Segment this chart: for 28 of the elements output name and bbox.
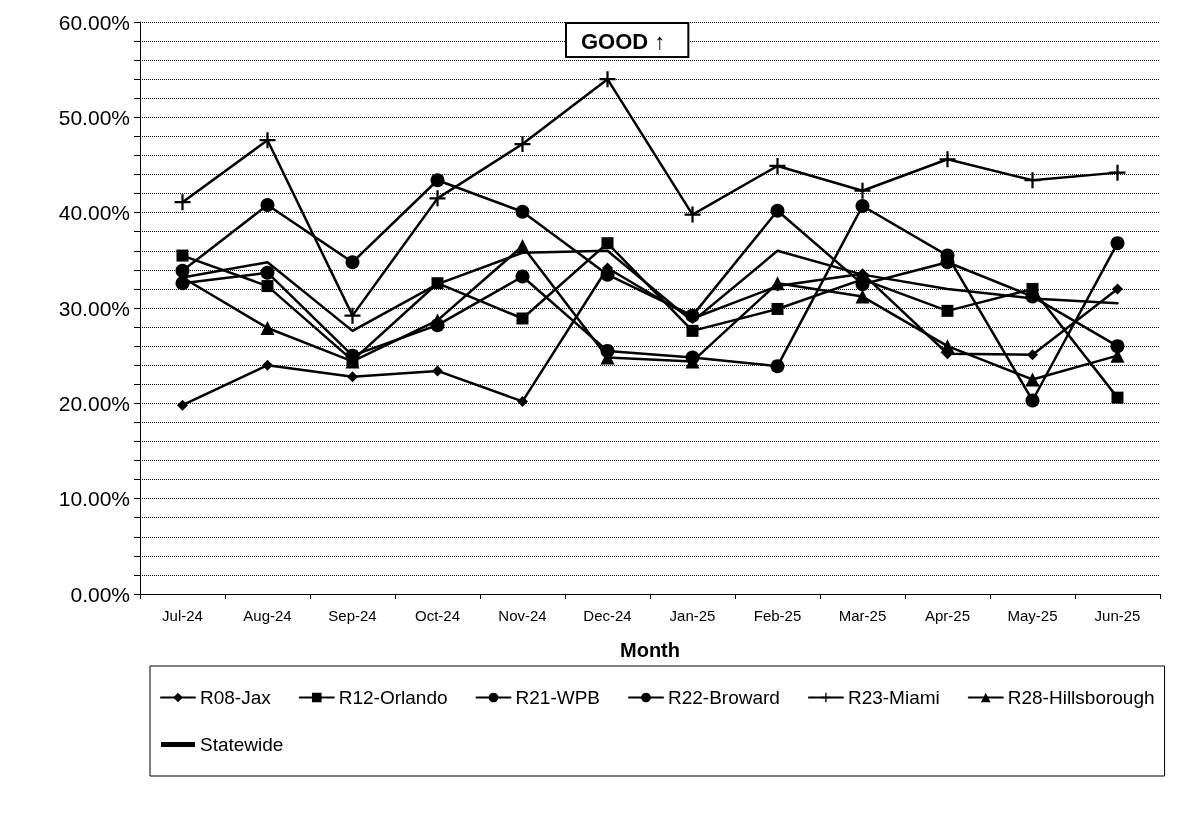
x-tick-label: Apr-25: [924, 607, 971, 624]
legend-label: R21-WPB: [515, 687, 600, 708]
y-tick-label: 40.00%: [58, 201, 130, 225]
y-tick-label: 0.00%: [70, 582, 130, 606]
legend-label: R23-Miami: [847, 687, 940, 708]
x-tick-label: Aug-24: [243, 607, 292, 624]
x-tick-label: Oct-24: [414, 607, 461, 624]
x-tick-label: Dec-24: [583, 607, 632, 624]
x-tick-label: Sep-24: [328, 607, 377, 624]
y-tick-label: 30.00%: [58, 296, 130, 320]
y-tick-label: 10.00%: [58, 487, 130, 511]
x-tick-label: Jan-25: [669, 607, 716, 624]
legend-label: Statewide: [200, 734, 284, 755]
x-tick-label: Jun-25: [1094, 607, 1141, 624]
legend-label: R28-Hillsborough: [1007, 687, 1155, 708]
x-tick-label: May-25: [1007, 607, 1058, 624]
x-tick-label: Nov-24: [498, 607, 547, 624]
legend-label: R22-Broward: [667, 687, 780, 708]
y-tick-label: 60.00%: [58, 10, 130, 34]
x-axis-title: Month: [620, 639, 680, 661]
annotation: GOOD ↑: [581, 28, 666, 54]
legend-label: R08-Jax: [200, 687, 272, 708]
y-tick-label: 20.00%: [58, 391, 130, 415]
x-tick-label: Mar-25: [838, 607, 887, 624]
y-tick-label: 50.00%: [58, 105, 130, 129]
x-tick-label: Feb-25: [753, 607, 802, 624]
legend-label: R12-Orlando: [338, 687, 448, 708]
x-tick-label: Jul-24: [162, 607, 203, 624]
